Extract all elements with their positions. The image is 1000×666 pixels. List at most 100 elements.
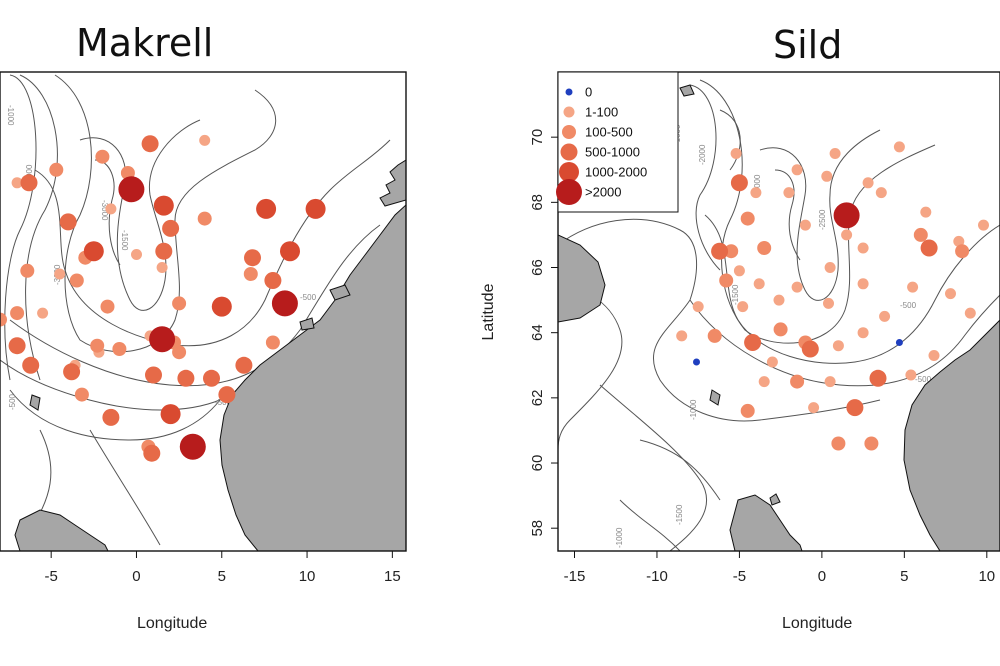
y-tick-label: 58: [529, 520, 546, 537]
y-tick-label: 64: [529, 324, 546, 341]
x-tick-label: 10: [978, 568, 995, 585]
svg-text:-500: -500: [300, 293, 317, 302]
data-point-makrell-3-11: [177, 369, 195, 387]
legend-marker: [565, 88, 573, 96]
data-point-sild-2-8: [831, 436, 846, 451]
data-point-makrell-2-15: [0, 312, 7, 327]
x-tick-label: 0: [132, 568, 140, 585]
data-point-makrell-3-7: [8, 337, 26, 355]
data-point-sild-1-29: [753, 278, 765, 290]
data-point-makrell-2-10: [243, 267, 258, 281]
svg-text:-500: -500: [8, 393, 17, 410]
svg-text:-1000: -1000: [689, 399, 698, 420]
data-point-makrell-2-13: [90, 338, 105, 353]
data-point-makrell-4-5: [211, 296, 232, 317]
x-tick-label: -15: [564, 568, 586, 585]
sild-y-axis: 58 60 62 64 66 68 70: [529, 129, 558, 537]
data-point-makrell-4-2: [305, 198, 326, 219]
data-point-sild-1-32: [821, 170, 833, 182]
data-point-makrell-3-3: [162, 219, 180, 237]
data-point-sild-2-10: [913, 227, 928, 242]
svg-text:-1500: -1500: [120, 230, 129, 251]
svg-text:-500: -500: [900, 301, 917, 310]
data-point-sild-2-1: [757, 241, 772, 255]
data-point-sild-3-2: [744, 334, 762, 351]
data-point-sild-1-35: [791, 164, 803, 176]
data-point-makrell-5-2: [149, 326, 176, 353]
svg-text:-2500: -2500: [818, 209, 827, 230]
legend-label: 500-1000: [585, 145, 640, 160]
makrell-title: Makrell: [76, 21, 213, 65]
data-point-sild-1-11: [857, 278, 869, 290]
data-point-sild-3-3: [801, 340, 819, 358]
data-point-sild-3-6: [920, 239, 938, 257]
data-point-makrell-2-16: [74, 387, 89, 402]
sild-contour-labels: -1000 -2000 -3000 -2500 -1500 -1000 -150…: [615, 124, 932, 548]
legend-marker: [556, 179, 582, 205]
legend-label: 1-100: [585, 105, 618, 120]
data-point-makrell-2-3: [95, 149, 110, 164]
data-point-makrell-2-0: [197, 211, 212, 226]
data-point-sild-1-25: [964, 307, 976, 319]
data-point-sild-1-30: [773, 294, 785, 306]
x-tick-label: 5: [218, 568, 226, 585]
legend-marker: [562, 125, 576, 139]
data-point-makrell-3-9: [63, 363, 81, 381]
data-point-makrell-3-0: [141, 135, 159, 153]
legend-marker: [560, 143, 578, 161]
data-point-makrell-3-14: [218, 386, 236, 404]
data-point-makrell-1-4: [54, 268, 66, 280]
data-point-sild-1-13: [907, 281, 919, 293]
legend-marker: [563, 106, 575, 118]
data-point-sild-1-14: [692, 301, 704, 313]
data-point-sild-3-4: [846, 399, 864, 417]
makrell-x-label: Longitude: [137, 615, 207, 632]
data-point-sild-0-0: [693, 358, 700, 366]
data-point-sild-1-1: [862, 177, 874, 189]
data-point-sild-2-9: [864, 436, 879, 451]
x-tick-label: -5: [45, 568, 58, 585]
data-point-sild-0-1: [895, 339, 903, 346]
data-point-sild-3-1: [711, 242, 729, 260]
makrell-plot-frame: [0, 71, 407, 552]
data-point-sild-2-6: [740, 403, 755, 418]
data-point-makrell-1-6: [156, 262, 168, 273]
data-point-sild-1-20: [808, 402, 820, 414]
data-point-makrell-3-2: [59, 213, 77, 231]
svg-text:-500: -500: [915, 375, 932, 384]
data-point-makrell-3-13: [102, 408, 120, 426]
data-point-makrell-4-1: [256, 198, 277, 219]
data-point-makrell-5-1: [271, 290, 298, 317]
data-point-makrell-5-3: [179, 433, 206, 460]
data-point-sild-2-0: [719, 273, 734, 288]
data-point-makrell-2-5: [172, 296, 187, 311]
data-point-sild-1-0: [893, 141, 905, 153]
data-point-sild-1-24: [945, 288, 956, 300]
data-point-sild-1-23: [928, 350, 940, 361]
makrell-points: [0, 134, 326, 462]
sild-title: Sild: [773, 23, 842, 67]
data-point-makrell-3-5: [244, 249, 261, 267]
y-tick-label: 60: [529, 455, 546, 472]
makrell-panel: Makrell -1000 -2000 -3000 -1500: [0, 21, 407, 632]
data-point-makrell-4-6: [160, 404, 181, 425]
data-point-sild-1-34: [920, 206, 932, 218]
data-point-sild-1-36: [730, 148, 742, 159]
data-point-sild-3-0: [730, 174, 748, 192]
data-point-makrell-5-0: [118, 176, 145, 203]
data-point-sild-1-16: [766, 356, 778, 368]
data-point-sild-1-10: [823, 297, 834, 309]
data-point-sild-1-8: [824, 262, 836, 273]
x-tick-label: 0: [818, 568, 826, 585]
data-point-makrell-2-11: [265, 335, 280, 350]
makrell-islands: [299, 284, 351, 331]
x-tick-label: -5: [733, 568, 746, 585]
legend-label: 1000-2000: [585, 165, 647, 180]
svg-text:-1500: -1500: [731, 284, 740, 305]
data-point-makrell-1-2: [131, 249, 142, 260]
data-point-sild-2-4: [773, 322, 788, 337]
svg-text:-1500: -1500: [675, 504, 684, 525]
data-point-makrell-2-8: [100, 299, 115, 314]
data-point-sild-1-5: [841, 229, 853, 241]
data-point-makrell-1-1: [105, 203, 117, 215]
